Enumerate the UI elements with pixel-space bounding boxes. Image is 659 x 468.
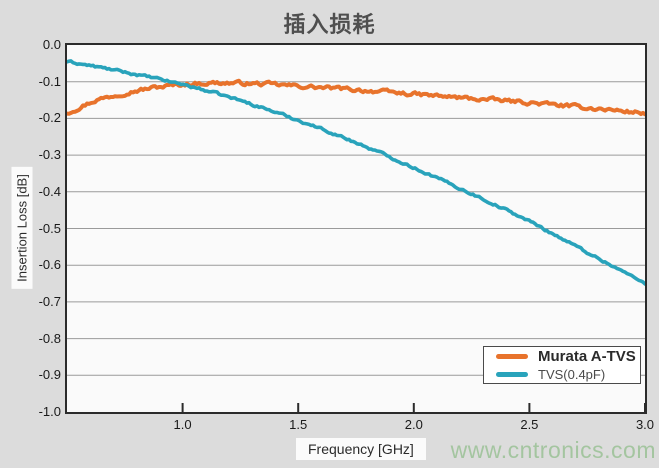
x-axis-title: Frequency [GHz] — [296, 438, 426, 460]
legend-item-murata: Murata A-TVS — [496, 348, 640, 365]
x-tick-label: 1.5 — [289, 417, 308, 432]
legend-label-tvs: TVS(0.4pF) — [538, 367, 606, 382]
y-tick-label: 0.0 — [42, 37, 61, 52]
tvs-line-swatch — [496, 372, 528, 377]
x-tick-label: 1.0 — [173, 417, 192, 432]
x-tick-label: 3.0 — [635, 417, 655, 432]
y-tick-label: -0.8 — [38, 330, 61, 346]
x-tick-label: 2.0 — [404, 417, 423, 432]
watermark: www.cntronics.com — [450, 437, 656, 463]
series-line-murata-a-tvs — [65, 78, 647, 117]
y-tick-label: -0.9 — [38, 367, 61, 383]
legend-label-murata: Murata A-TVS — [538, 348, 636, 365]
chart-title: 插入损耗 — [283, 12, 376, 37]
legend-item-tvs: TVS(0.4pF) — [496, 367, 640, 382]
y-tick-label: -0.5 — [38, 220, 61, 236]
murata-line-swatch — [496, 354, 528, 359]
plot-area — [65, 43, 647, 414]
y-tick-label: -0.3 — [38, 147, 61, 163]
y-axis-title: Insertion Loss [dB] — [11, 167, 33, 289]
y-tick-label: -0.1 — [38, 73, 61, 89]
y-tick-label: -0.4 — [38, 183, 61, 199]
y-tick-label: -0.6 — [38, 257, 61, 273]
y-tick-label: -0.2 — [38, 110, 61, 126]
y-tick-label: -0.7 — [38, 293, 61, 309]
x-tick-label: 2.5 — [520, 417, 539, 432]
series-line-tvs-0-4pf- — [65, 59, 647, 286]
plot-frame — [65, 43, 647, 414]
y-tick-label: -1.0 — [38, 404, 61, 419]
legend-box: Murata A-TVS TVS(0.4pF) — [483, 346, 641, 384]
